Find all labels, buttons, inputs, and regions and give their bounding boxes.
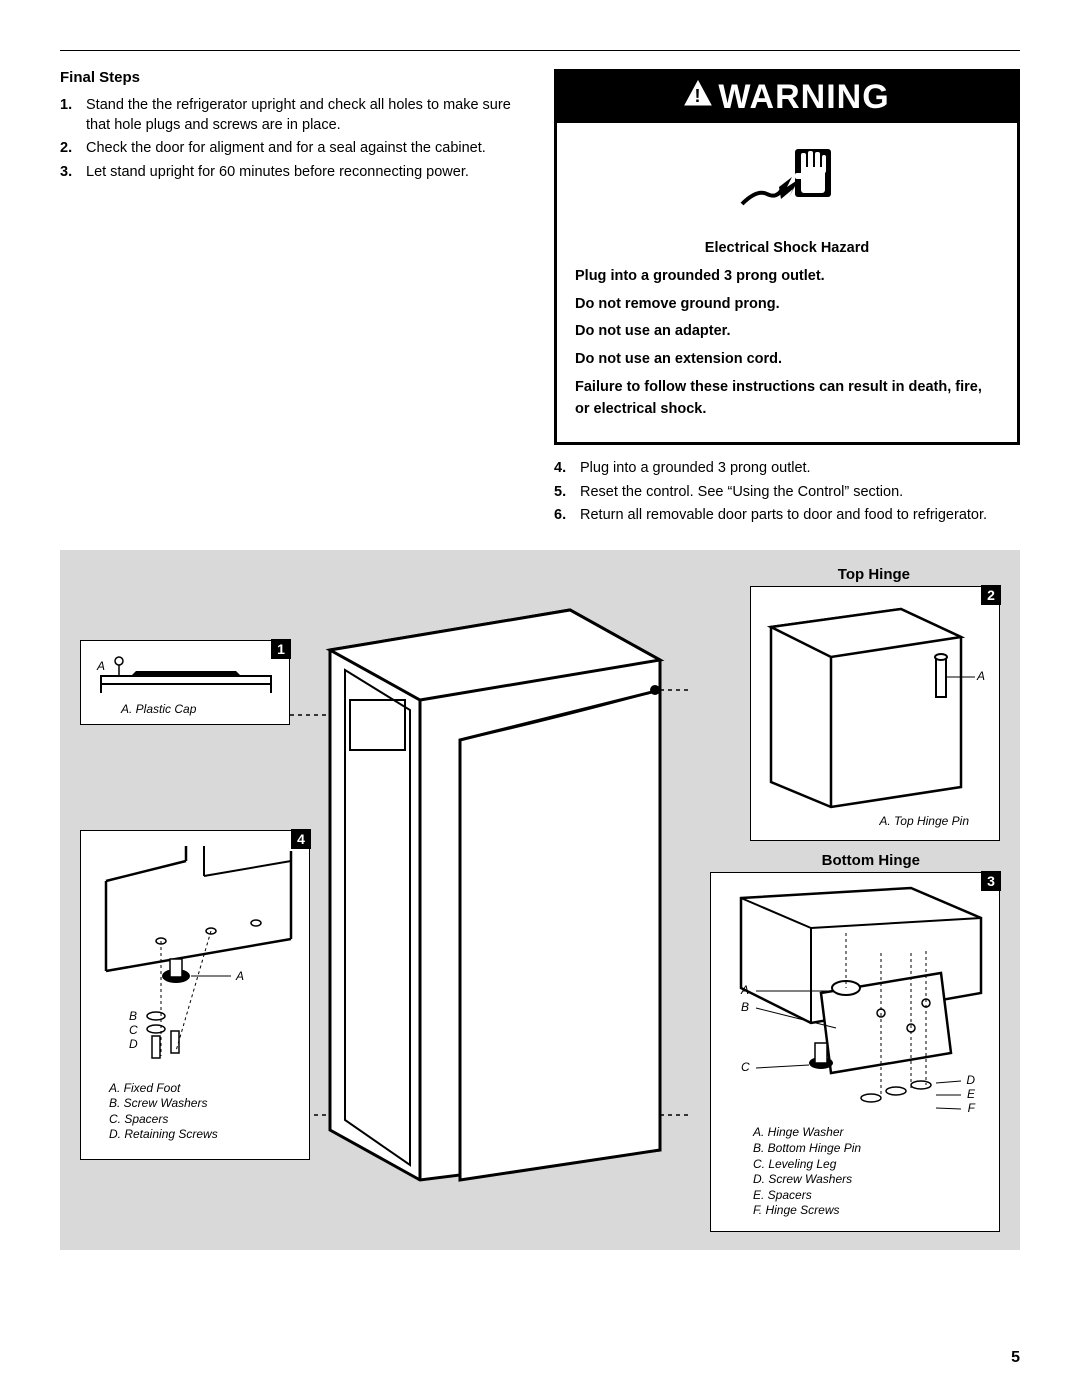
panel-2-ref-a: A: [977, 669, 985, 683]
svg-text:!: !: [695, 86, 702, 106]
caption-line: D. Retaining Screws: [109, 1127, 218, 1143]
warning-title: Electrical Shock Hazard: [575, 238, 999, 260]
warning-box: ! WARNING: [554, 69, 1020, 445]
panel-3-captions: A. Hinge Washer B. Bottom Hinge Pin C. L…: [753, 1125, 861, 1219]
panel-3-ref-c: C: [741, 1060, 750, 1074]
step-4: 4. Plug into a grounded 3 prong outlet.: [554, 459, 1020, 479]
step-number: 5.: [554, 483, 580, 503]
panel-2-caption: A. Top Hinge Pin: [879, 814, 969, 830]
panel-4-captions: A. Fixed Foot B. Screw Washers C. Spacer…: [109, 1081, 218, 1143]
caption-line: B. Screw Washers: [109, 1096, 218, 1112]
step-text: Plug into a grounded 3 prong outlet.: [580, 459, 1020, 479]
warning-line: Plug into a grounded 3 prong outlet.: [575, 266, 999, 288]
warning-line: Do not remove ground prong.: [575, 294, 999, 316]
page-number: 5: [1011, 1349, 1020, 1367]
caption-line: A. Hinge Washer: [753, 1125, 861, 1141]
step-text: Reset the control. See “Using the Contro…: [580, 483, 1020, 503]
warning-line: Do not use an extension cord.: [575, 349, 999, 371]
warning-line: Do not use an adapter.: [575, 321, 999, 343]
step-number: 6.: [554, 506, 580, 526]
panel-3-ref-f: F: [968, 1101, 975, 1115]
panel-3-title: Bottom Hinge: [822, 852, 920, 869]
panel-3-badge: 3: [981, 871, 1001, 891]
panel-4-ref-a: A: [236, 969, 244, 983]
panel-1-ref-a: A: [97, 659, 105, 673]
step-number: 1.: [60, 96, 86, 135]
caption-line: C. Spacers: [109, 1112, 218, 1128]
step-number: 4.: [554, 459, 580, 479]
panel-1-badge: 1: [271, 639, 291, 659]
warning-body: Electrical Shock Hazard Plug into a grou…: [557, 234, 1017, 442]
refrigerator-illustration: [290, 590, 690, 1190]
diagram-area: 1 A A. Plastic Cap Top Hinge 2 A A. Top …: [60, 550, 1020, 1250]
final-steps-list-right: 4. Plug into a grounded 3 prong outlet. …: [554, 459, 1020, 526]
panel-4-badge: 4: [291, 829, 311, 849]
step-text: Return all removable door parts to door …: [580, 506, 1020, 526]
step-text: Stand the the refrigerator upright and c…: [86, 96, 526, 135]
warning-header: ! WARNING: [557, 72, 1017, 123]
caption-line: E. Spacers: [753, 1188, 861, 1204]
two-column-layout: Final Steps 1. Stand the the refrigerato…: [60, 69, 1020, 530]
step-5: 5. Reset the control. See “Using the Con…: [554, 483, 1020, 503]
step-number: 2.: [60, 139, 86, 159]
panel-4-ref-b: B: [129, 1009, 137, 1023]
caption-line: B. Bottom Hinge Pin: [753, 1141, 861, 1157]
panel-3-ref-a: A: [741, 983, 749, 997]
caption-line: A. Fixed Foot: [109, 1081, 218, 1097]
panel-3-ref-d: D: [966, 1073, 975, 1087]
final-steps-list-left: 1. Stand the the refrigerator upright an…: [60, 96, 526, 182]
right-column: ! WARNING: [554, 69, 1020, 530]
panel-4: 4 A B C: [80, 830, 310, 1160]
step-text: Let stand upright for 60 minutes before …: [86, 163, 526, 183]
panel-4-ref-d: D: [129, 1037, 138, 1051]
warning-header-text: WARNING: [718, 78, 889, 116]
step-number: 3.: [60, 163, 86, 183]
shock-hazard-icon: [557, 123, 1017, 234]
panel-3-ref-e: E: [967, 1087, 975, 1101]
panel-4-ref-c: C: [129, 1023, 138, 1037]
panel-2-title: Top Hinge: [838, 566, 910, 583]
caption-line: C. Leveling Leg: [753, 1157, 861, 1173]
warning-line: Failure to follow these instructions can…: [575, 377, 999, 421]
left-column: Final Steps 1. Stand the the refrigerato…: [60, 69, 526, 530]
panel-3-ref-b: B: [741, 1000, 749, 1014]
step-2: 2. Check the door for aligment and for a…: [60, 139, 526, 159]
panel-1: 1 A A. Plastic Cap: [80, 640, 290, 725]
step-text: Check the door for aligment and for a se…: [86, 139, 526, 159]
panel-2: 2 A A. Top Hinge Pin: [750, 586, 1000, 841]
panel-2-badge: 2: [981, 585, 1001, 605]
step-1: 1. Stand the the refrigerator upright an…: [60, 96, 526, 135]
warning-triangle-icon: !: [684, 76, 712, 115]
panel-2-drawing: [751, 587, 1001, 842]
caption-line: F. Hinge Screws: [753, 1203, 861, 1219]
step-6: 6. Return all removable door parts to do…: [554, 506, 1020, 526]
panel-1-caption: A. Plastic Cap: [121, 702, 196, 718]
panel-3: 3: [710, 872, 1000, 1232]
top-rule: [60, 50, 1020, 51]
step-3: 3. Let stand upright for 60 minutes befo…: [60, 163, 526, 183]
caption-line: D. Screw Washers: [753, 1172, 861, 1188]
section-title: Final Steps: [60, 69, 526, 86]
